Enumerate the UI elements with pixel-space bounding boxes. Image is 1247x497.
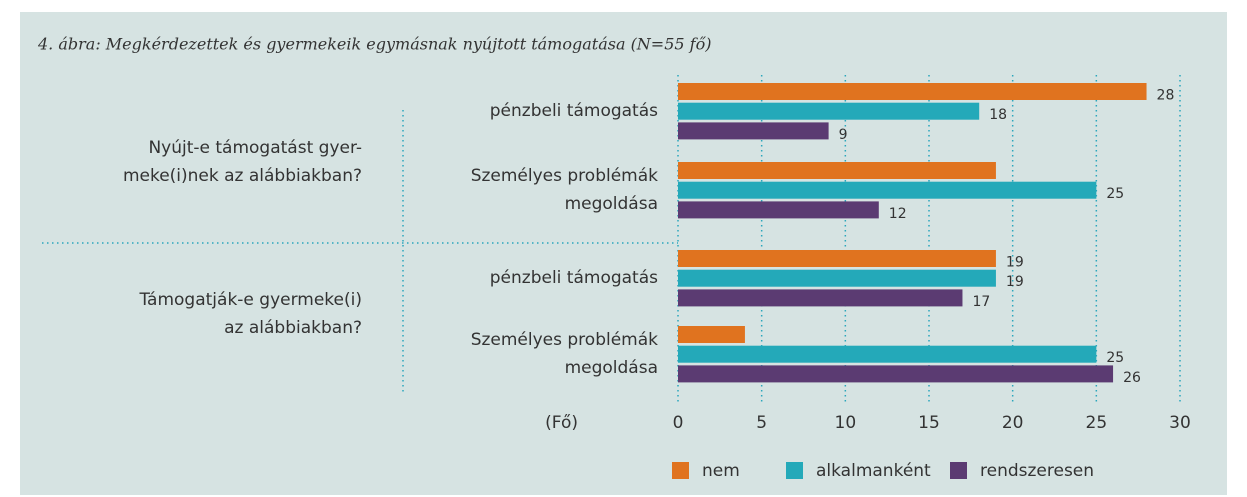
legend-swatch — [786, 462, 803, 479]
legend-label: nem — [702, 461, 740, 481]
x-tick-label: 5 — [756, 413, 767, 433]
bar — [678, 365, 1114, 383]
data-label: 25 — [1106, 350, 1124, 366]
data-label: 26 — [1123, 370, 1141, 386]
legend-swatch — [672, 462, 689, 479]
group-label: Támogatják-e gyermeke(i) — [138, 290, 362, 310]
data-label: 19 — [1006, 255, 1024, 271]
bar — [678, 289, 963, 307]
category-label: megoldása — [565, 194, 658, 214]
legend-label: alkalmanként — [816, 461, 931, 481]
group-label: Nyújt-e támogatást gyer- — [148, 138, 362, 158]
category-label: pénzbeli támogatás — [490, 268, 658, 288]
bar — [678, 345, 1097, 363]
bar — [678, 102, 980, 120]
legend-swatch — [950, 462, 967, 479]
bar — [678, 201, 879, 219]
data-label: 18 — [989, 107, 1007, 123]
x-axis-label: (Fő) — [545, 413, 578, 433]
bar — [678, 181, 1097, 199]
x-tick-label: 0 — [673, 413, 684, 433]
legend-label: rendszeresen — [980, 461, 1094, 481]
x-tick-label: 30 — [1169, 413, 1191, 433]
data-label: 28 — [1157, 88, 1175, 104]
x-tick-label: 25 — [1086, 413, 1108, 433]
data-label: 9 — [839, 127, 848, 143]
group-label: meke(i)nek az alábbiakban? — [123, 166, 362, 186]
data-label: 25 — [1106, 186, 1124, 202]
chart-title: 4. ábra: Megkérdezettek és gyermekeik eg… — [37, 35, 711, 54]
x-tick-label: 20 — [1002, 413, 1024, 433]
bar — [678, 250, 996, 267]
category-label: Személyes problémák — [471, 166, 658, 186]
bar — [678, 162, 996, 179]
group-label: az alábbiakban? — [224, 318, 362, 338]
data-label: 17 — [972, 294, 990, 310]
category-label: Személyes problémák — [471, 330, 658, 350]
bar — [678, 122, 829, 140]
bar — [678, 326, 745, 343]
bar — [678, 269, 996, 287]
x-tick-label: 15 — [918, 413, 940, 433]
data-label: 19 — [1006, 274, 1024, 290]
category-label: megoldása — [565, 358, 658, 378]
category-label: pénzbeli támogatás — [490, 101, 658, 121]
data-label: 12 — [889, 206, 907, 222]
x-tick-label: 10 — [835, 413, 857, 433]
bar — [678, 83, 1147, 100]
